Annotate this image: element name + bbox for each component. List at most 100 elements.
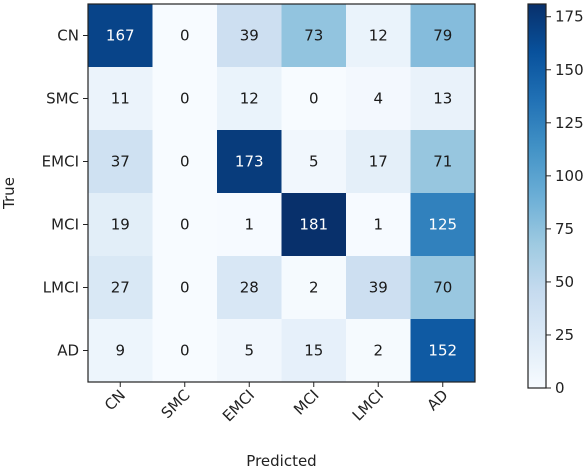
heatmap-cell-3-3 <box>281 193 347 257</box>
heatmap-cell-5-5 <box>410 319 476 383</box>
cell-value-label: 0 <box>180 90 190 108</box>
cell-value-label: 27 <box>111 279 130 297</box>
colorbar-tick-label: 0 <box>555 379 565 397</box>
cell-value-label: 181 <box>299 216 328 234</box>
cell-value-label: 167 <box>106 27 135 45</box>
heatmap-cell-3-2 <box>217 193 282 257</box>
colorbar-tick-label: 125 <box>555 114 583 132</box>
cell-value-label: 1 <box>244 216 254 234</box>
cell-value-label: 0 <box>180 342 190 360</box>
y-tick-label: LMCI <box>43 279 79 297</box>
colorbar-ticks: 0 25 50 75 100 125 150 175 <box>546 8 583 397</box>
x-tick-label: SMC <box>158 386 194 422</box>
cell-value-label: 11 <box>111 90 130 108</box>
cell-value-label: 4 <box>373 90 383 108</box>
x-tick-label: AD <box>423 386 451 414</box>
heatmap-cell-4-0 <box>88 256 153 320</box>
cell-value-label: 79 <box>433 27 452 45</box>
heatmap-cell-1-0 <box>88 67 153 131</box>
heatmap-cell-0-1 <box>152 4 218 68</box>
cell-value-label: 2 <box>373 342 383 360</box>
cell-value-label: 71 <box>433 153 452 171</box>
heatmap-cell-2-0 <box>88 130 153 194</box>
y-tick-label: MCI <box>51 216 79 234</box>
cell-value-label: 152 <box>428 342 457 360</box>
colorbar-tick-label: 100 <box>555 167 583 185</box>
heatmap-cell-3-5 <box>410 193 476 257</box>
plot-frame <box>87 3 476 383</box>
colorbar-tick-label: 50 <box>555 273 574 291</box>
heatmap-cell-4-1 <box>152 256 218 320</box>
heatmap-cell-1-5 <box>410 67 476 131</box>
colorbar-tick-label: 75 <box>555 220 574 238</box>
heatmap-cell-2-5 <box>410 130 476 194</box>
heatmap-cell-3-4 <box>346 193 411 257</box>
colorbar: 0 25 50 75 100 125 150 175 <box>527 3 583 397</box>
heatmap-cell-5-0 <box>88 319 153 383</box>
colorbar-gradient <box>527 3 547 389</box>
cell-value-label: 0 <box>180 216 190 234</box>
cell-value-label: 0 <box>180 279 190 297</box>
cell-value-label: 70 <box>433 279 452 297</box>
cell-value-label: 15 <box>304 342 323 360</box>
y-tick-label: SMC <box>46 90 79 108</box>
cell-value-label: 17 <box>369 153 388 171</box>
cell-value-label: 0 <box>180 153 190 171</box>
colorbar-tick-label: 175 <box>555 8 583 26</box>
cell-value-label: 28 <box>240 279 259 297</box>
cell-value-label: 37 <box>111 153 130 171</box>
cell-value-label: 2 <box>309 279 319 297</box>
heatmap-cell-4-3 <box>281 256 347 320</box>
cell-value-label: 9 <box>115 342 125 360</box>
colorbar-tick-label: 25 <box>555 326 574 344</box>
heatmap-cell-2-2 <box>217 130 282 194</box>
x-tick-label: LMCI <box>349 386 387 424</box>
x-axis-label: Predicted <box>246 452 316 470</box>
x-tick-label: EMCI <box>219 386 258 425</box>
heatmap-cell-5-3 <box>281 319 347 383</box>
cell-value-label: 73 <box>304 27 323 45</box>
colorbar-tick-label: 150 <box>555 61 583 79</box>
heatmap-cell-0-4 <box>346 4 411 68</box>
cell-value-label: 0 <box>309 90 319 108</box>
heatmap-cell-2-1 <box>152 130 218 194</box>
heatmap-cell-5-2 <box>217 319 282 383</box>
y-axis-label: True <box>0 177 18 210</box>
cell-value-label: 0 <box>180 27 190 45</box>
x-tick-label: CN <box>101 386 129 414</box>
cell-value-label: 1 <box>373 216 383 234</box>
heatmap-cell-1-3 <box>281 67 347 131</box>
heatmap-cell-0-3 <box>281 4 347 68</box>
cell-value-label: 13 <box>433 90 452 108</box>
x-tick-label: MCI <box>290 386 322 418</box>
heatmap-cell-2-4 <box>346 130 411 194</box>
cell-value-label: 12 <box>240 90 259 108</box>
heatmap-cell-1-4 <box>346 67 411 131</box>
x-axis: CN SMC EMCI MCI LMCI AD <box>101 382 452 425</box>
heatmap-cell-5-1 <box>152 319 218 383</box>
heatmap-cell-3-1 <box>152 193 218 257</box>
cell-value-label: 125 <box>428 216 457 234</box>
heatmap-cell-0-2 <box>217 4 282 68</box>
heatmap-cell-5-4 <box>346 319 411 383</box>
heatmap-cell-0-0 <box>88 4 153 68</box>
heatmap-cell-4-4 <box>346 256 411 320</box>
heatmap-cell-3-0 <box>88 193 153 257</box>
cell-value-label: 5 <box>309 153 319 171</box>
y-tick-label: EMCI <box>42 153 79 171</box>
cell-value-label: 173 <box>235 153 264 171</box>
heatmap-cell-1-1 <box>152 67 218 131</box>
heatmap-cell-4-5 <box>410 256 476 320</box>
y-tick-label: AD <box>57 342 79 360</box>
cell-value-label: 19 <box>111 216 130 234</box>
y-axis: CN SMC EMCI MCI LMCI AD <box>42 27 88 360</box>
cell-value-label: 39 <box>240 27 259 45</box>
cell-value-label: 12 <box>369 27 388 45</box>
heatmap-cell-4-2 <box>217 256 282 320</box>
cell-value-label: 5 <box>244 342 254 360</box>
heatmap-cell-0-5 <box>410 4 476 68</box>
cell-value-label: 39 <box>369 279 388 297</box>
heatmap-cell-2-3 <box>281 130 347 194</box>
